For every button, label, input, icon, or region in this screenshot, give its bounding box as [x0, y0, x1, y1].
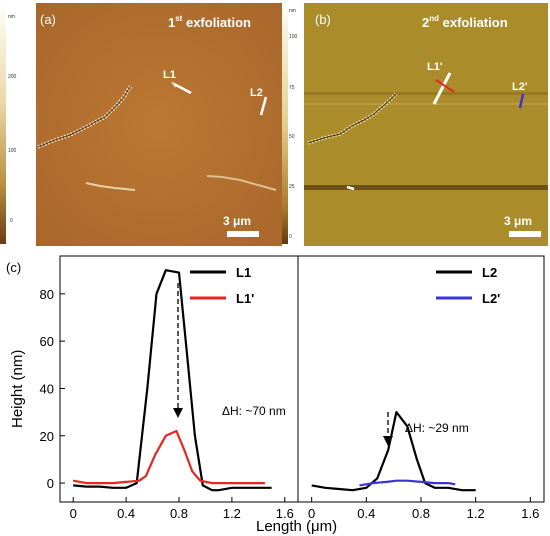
colorbar-unit-a: nm: [8, 14, 15, 20]
y-axis-label: Height (nm): [9, 350, 26, 428]
colorbar-tick-a-0: 0: [10, 218, 13, 224]
profile-line-l2p: [518, 93, 525, 109]
x-tick-label: 1.6: [521, 506, 539, 521]
colorbar-tick-b-25: 25: [289, 184, 295, 190]
y-tick-label: 20: [40, 429, 54, 444]
colorbar-tick-b-0: 0: [289, 234, 292, 240]
arrowhead-right: [383, 436, 393, 446]
legend-label: L2': [482, 291, 500, 306]
x-tick-label: 0: [308, 506, 315, 521]
arrowhead-left: [173, 408, 183, 418]
plot-frame: [59, 255, 545, 503]
panel-label-b: (b): [315, 12, 331, 27]
panel-title-a: 1st exfoliation: [168, 14, 251, 30]
y-tick-label: 0: [47, 476, 54, 491]
colorbar-tick-b-100: 100: [289, 34, 298, 40]
y-tick-label: 40: [40, 381, 54, 396]
nanowire-lower-right-a: [206, 175, 277, 191]
scale-bar-label-b: 3 μm: [504, 214, 532, 228]
scan-artifact-2: [304, 103, 548, 105]
x-tick-label: 0.4: [117, 506, 135, 521]
x-tick-label: 0.8: [412, 506, 430, 521]
profile-line-l2: [259, 96, 268, 116]
label-l1p: L1': [427, 61, 443, 73]
afm-image-b: [304, 3, 548, 246]
profile-line-l1p: [435, 79, 455, 93]
annotation-right: ΔH: ~29 nm: [405, 421, 469, 435]
label-l1: L1: [163, 69, 176, 81]
nanowire-l1p-b: [432, 72, 452, 105]
afm-panel-a: nm 200 100 0 L1 L2 (a) 1st exfoliation 3…: [0, 3, 282, 246]
legend-label: L2: [482, 265, 497, 280]
scale-bar-label-a: 3 μm: [223, 214, 251, 228]
scan-artifact-3: [304, 185, 548, 190]
legend-label: L1: [236, 265, 251, 280]
x-tick-label: 0.8: [170, 506, 188, 521]
series-line-l2: [311, 411, 476, 492]
scan-artifact-1: [304, 92, 548, 95]
afm-panel-b: nm 100 75 50 25 0 L1' L2' (b) 2nd exfoli…: [282, 3, 548, 246]
colorbar-unit-b: nm: [289, 8, 296, 14]
x-axis-label: Length (μm): [256, 518, 337, 535]
scale-bar-b: [509, 231, 541, 237]
colorbar-tick-a-100: 100: [8, 148, 17, 154]
legend-label: L1': [236, 291, 254, 306]
y-tick-label: 80: [40, 287, 54, 302]
series-line-l2p: [359, 479, 456, 487]
label-l2: L2: [250, 87, 263, 99]
x-tick-label: 1.6: [276, 506, 294, 521]
y-tick-label: 60: [40, 334, 54, 349]
panel-label-c: (c): [6, 260, 21, 275]
colorbar-tick-b-50: 50: [289, 134, 295, 140]
particle-b: [346, 185, 355, 191]
scale-bar-a: [227, 231, 259, 237]
profile-line-l1: [173, 82, 192, 95]
afm-image-a: [36, 3, 282, 246]
colorbar-a: [0, 10, 6, 244]
x-tick-label: 1.2: [467, 506, 485, 521]
panel-title-b: 2nd exfoliation: [422, 14, 508, 30]
nanowire-lower-a: [85, 182, 136, 191]
colorbar-b: [282, 6, 288, 244]
series-line-l1p: [73, 429, 265, 485]
colorbar-tick-a-200: 200: [8, 74, 17, 80]
panel-label-a: (a): [40, 12, 56, 27]
height-profile-chart: (c) Height (nm) Length (μm) 0 20 40 60 80 0 0.…: [6, 255, 545, 535]
x-tick-label: 1.2: [223, 506, 241, 521]
colorbar-tick-b-75: 75: [289, 85, 295, 91]
series-line-l1: [73, 269, 272, 492]
annotation-left: ΔH: ~70 nm: [222, 404, 286, 418]
label-l2p: L2': [512, 81, 528, 93]
x-tick-label: 0: [70, 506, 77, 521]
x-tick-label: 0.4: [357, 506, 375, 521]
